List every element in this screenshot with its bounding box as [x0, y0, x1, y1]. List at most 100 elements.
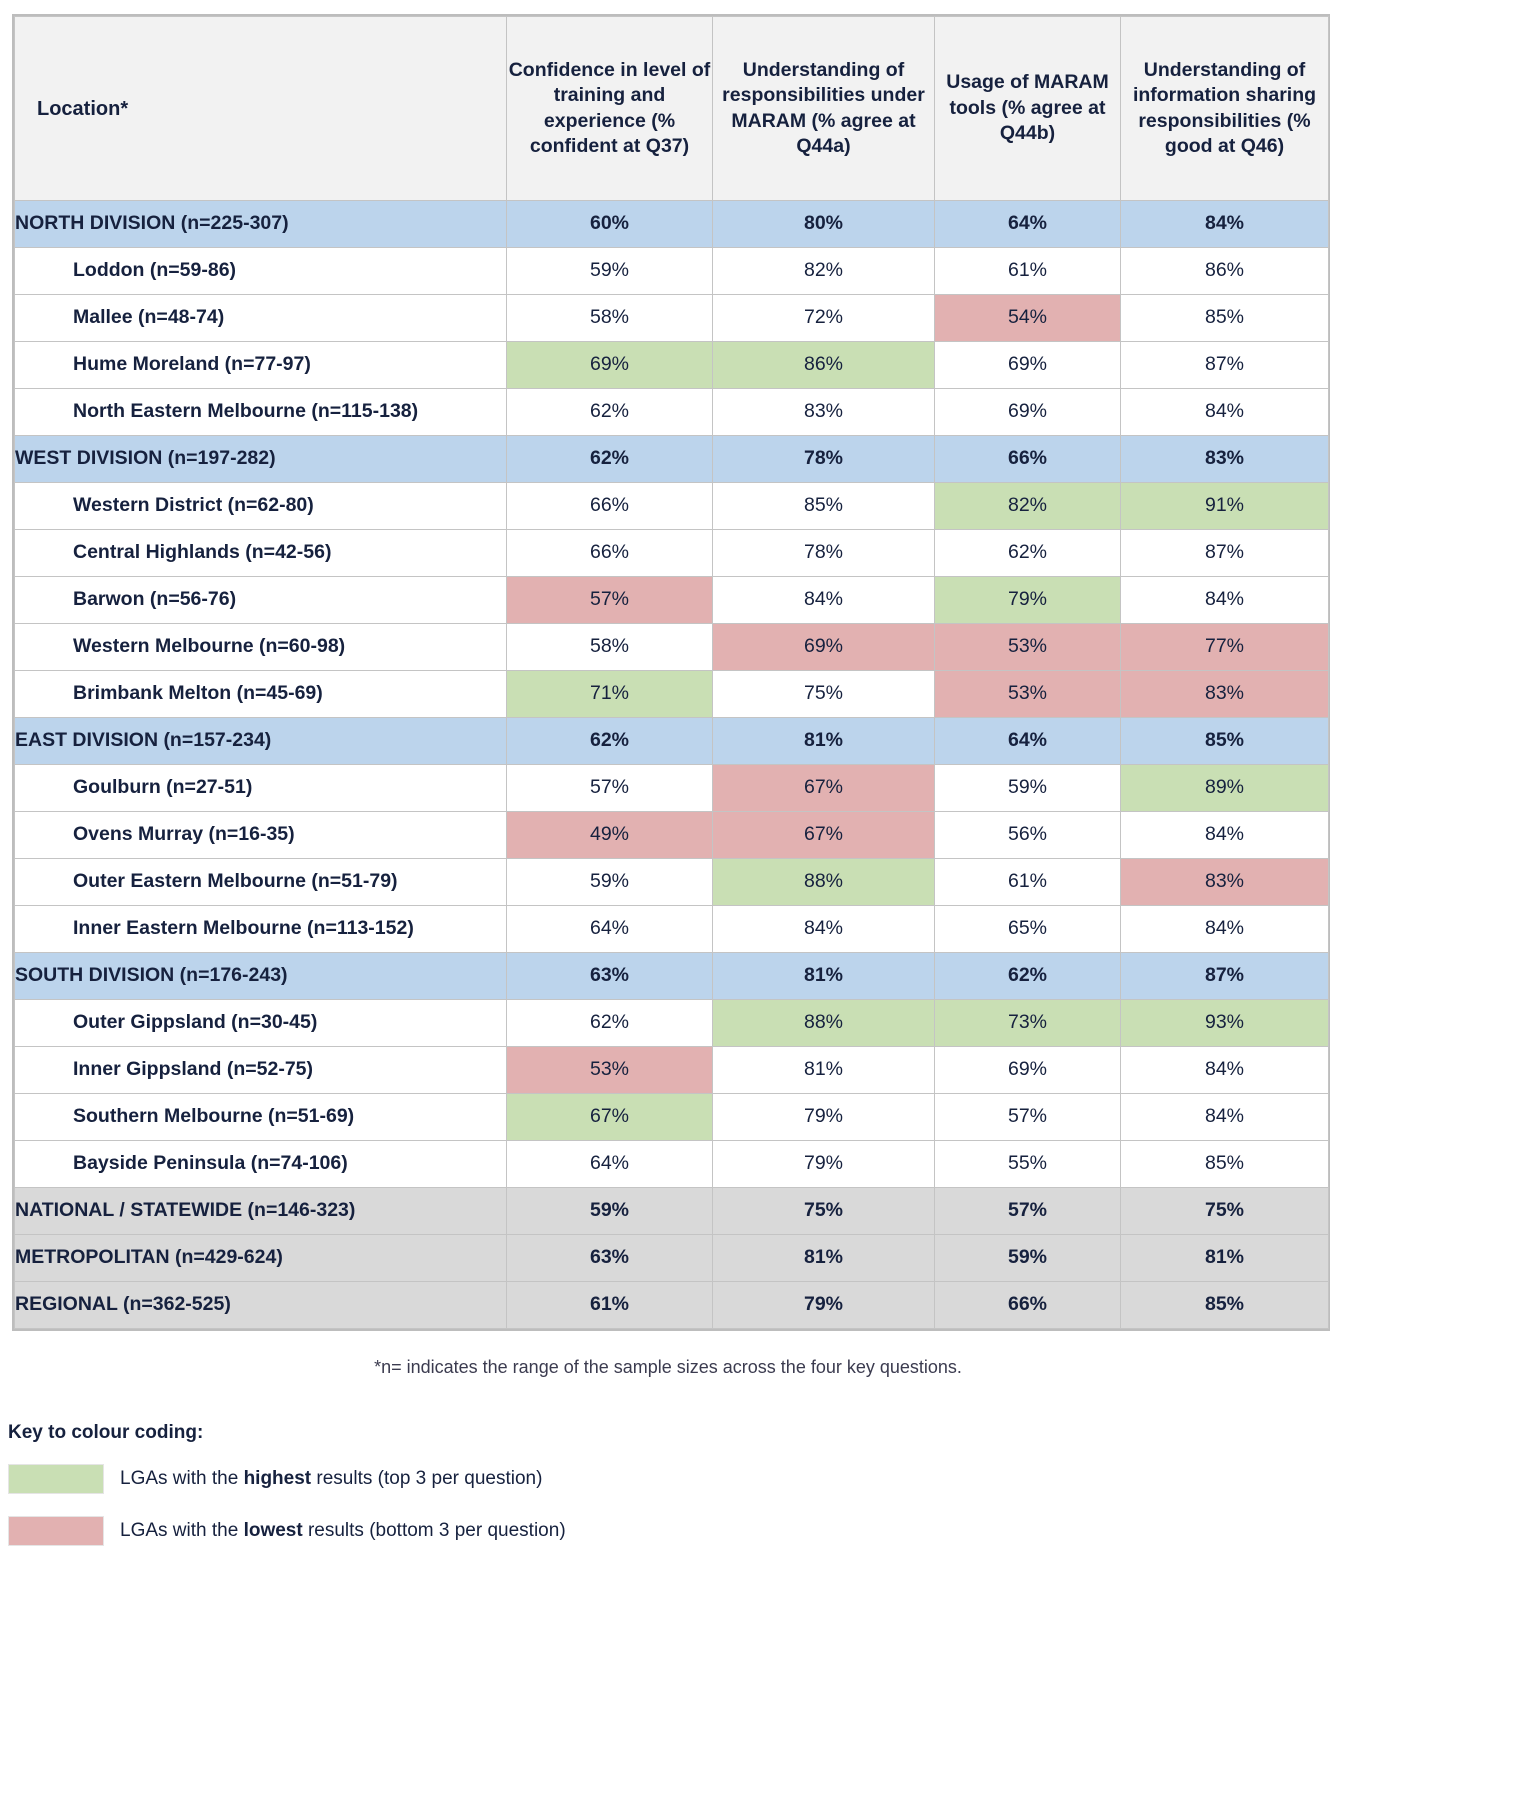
table-row: Inner Gippsland (n=52-75) 53% 81% 69% 84% — [14, 1046, 1329, 1094]
legend-label-lowest: LGAs with the lowest results (bottom 3 p… — [120, 1520, 566, 1542]
row-value-cell: 79% — [712, 1281, 935, 1329]
table-row: REGIONAL (n=362-525) 61% 79% 66% 85% — [14, 1281, 1329, 1329]
row-value-cell: 83% — [1120, 670, 1329, 718]
row-location-cell: REGIONAL (n=362-525) — [14, 1281, 507, 1329]
row-location-cell: Hume Moreland (n=77-97) — [14, 341, 507, 389]
row-value-cell: 72% — [712, 294, 935, 342]
table-row: North Eastern Melbourne (n=115-138) 62% 83… — [14, 388, 1329, 436]
row-value-cell: 71% — [506, 670, 713, 718]
table-row: Outer Eastern Melbourne (n=51-79) 59% 88% 6… — [14, 858, 1329, 906]
row-value-cell: 62% — [934, 952, 1121, 1000]
row-value-cell: 84% — [1120, 1093, 1329, 1141]
row-value-cell: 81% — [712, 1234, 935, 1282]
row-value-cell: 62% — [506, 388, 713, 436]
row-value-cell: 84% — [712, 905, 935, 953]
row-location-cell: SOUTH DIVISION (n=176-243) — [14, 952, 507, 1000]
row-location-cell: Western District (n=62-80) — [14, 482, 507, 530]
row-value-cell: 59% — [506, 1187, 713, 1235]
row-value-cell: 49% — [506, 811, 713, 859]
row-value-cell: 55% — [934, 1140, 1121, 1188]
row-value-cell: 85% — [712, 482, 935, 530]
row-location-cell: Inner Gippsland (n=52-75) — [14, 1046, 507, 1094]
row-value-cell: 86% — [712, 341, 935, 389]
row-value-cell: 75% — [712, 670, 935, 718]
row-value-cell: 57% — [934, 1187, 1121, 1235]
column-header-confidence: Confidence in level of training and expe… — [506, 16, 713, 201]
row-value-cell: 75% — [712, 1187, 935, 1235]
table-row: Brimbank Melton (n=45-69) 71% 75% 53% 83% — [14, 670, 1329, 718]
row-value-cell: 78% — [712, 529, 935, 577]
row-location-cell: EAST DIVISION (n=157-234) — [14, 717, 507, 765]
row-value-cell: 75% — [1120, 1187, 1329, 1235]
table-row: Ovens Murray (n=16-35) 49% 67% 56% 84% — [14, 811, 1329, 859]
row-value-cell: 73% — [934, 999, 1121, 1047]
table-row: Outer Gippsland (n=30-45) 62% 88% 73% 93% — [14, 999, 1329, 1047]
table-row: EAST DIVISION (n=157-234) 62% 81% 64% 85% — [14, 717, 1329, 765]
row-value-cell: 89% — [1120, 764, 1329, 812]
row-value-cell: 69% — [934, 388, 1121, 436]
row-value-cell: 85% — [1120, 1140, 1329, 1188]
table-row: METROPOLITAN (n=429-624) 63% 81% 59% 81% — [14, 1234, 1329, 1282]
row-value-cell: 84% — [1120, 1046, 1329, 1094]
row-location-cell: Bayside Peninsula (n=74-106) — [14, 1140, 507, 1188]
row-value-cell: 61% — [934, 247, 1121, 295]
column-header-info-sharing: Understanding of information sharing res… — [1120, 16, 1329, 201]
row-location-cell: Brimbank Melton (n=45-69) — [14, 670, 507, 718]
row-value-cell: 87% — [1120, 529, 1329, 577]
row-value-cell: 59% — [506, 858, 713, 906]
row-value-cell: 53% — [934, 623, 1121, 671]
table-row: Central Highlands (n=42-56) 66% 78% 62% 87% — [14, 529, 1329, 577]
row-value-cell: 69% — [506, 341, 713, 389]
table-row: Southern Melbourne (n=51-69) 67% 79% 57% 84% — [14, 1093, 1329, 1141]
colour-key-title: Key to colour coding: — [8, 1422, 204, 1443]
row-value-cell: 67% — [712, 811, 935, 859]
row-value-cell: 88% — [712, 858, 935, 906]
row-location-cell: Loddon (n=59-86) — [14, 247, 507, 295]
legend-item-highest: LGAs with the highest results (top 3 per… — [8, 1464, 1536, 1494]
row-value-cell: 84% — [1120, 811, 1329, 859]
row-value-cell: 66% — [506, 482, 713, 530]
row-value-cell: 83% — [712, 388, 935, 436]
row-value-cell: 66% — [934, 1281, 1121, 1329]
row-value-cell: 63% — [506, 952, 713, 1000]
row-value-cell: 62% — [506, 999, 713, 1047]
row-value-cell: 58% — [506, 294, 713, 342]
row-location-cell: Outer Gippsland (n=30-45) — [14, 999, 507, 1047]
column-header-responsibilities: Understanding of responsibilities under … — [712, 16, 935, 201]
row-location-cell: Western Melbourne (n=60-98) — [14, 623, 507, 671]
legend-lowest-prefix: LGAs with the — [120, 1520, 244, 1541]
row-location-cell: Goulburn (n=27-51) — [14, 764, 507, 812]
row-value-cell: 84% — [1120, 200, 1329, 248]
row-value-cell: 81% — [712, 717, 935, 765]
table-row: Bayside Peninsula (n=74-106) 64% 79% 55% 85% — [14, 1140, 1329, 1188]
row-value-cell: 84% — [1120, 576, 1329, 624]
row-value-cell: 57% — [934, 1093, 1121, 1141]
row-value-cell: 61% — [934, 858, 1121, 906]
legend-swatch-highest-icon — [8, 1464, 104, 1494]
table-row: Mallee (n=48-74) 58% 72% 54% 85% — [14, 294, 1329, 342]
table-row: NORTH DIVISION (n=225-307) 60% 80% 64% 84% — [14, 200, 1329, 248]
row-location-cell: Inner Eastern Melbourne (n=113-152) — [14, 905, 507, 953]
column-header-location: Location* — [14, 16, 507, 201]
row-value-cell: 69% — [934, 1046, 1121, 1094]
row-value-cell: 83% — [1120, 858, 1329, 906]
row-value-cell: 85% — [1120, 717, 1329, 765]
row-value-cell: 84% — [712, 576, 935, 624]
row-value-cell: 80% — [712, 200, 935, 248]
row-value-cell: 91% — [1120, 482, 1329, 530]
row-location-cell: NORTH DIVISION (n=225-307) — [14, 200, 507, 248]
row-value-cell: 79% — [712, 1093, 935, 1141]
maram-results-table: Location* Confidence in level of trainin… — [14, 16, 1329, 1329]
row-value-cell: 83% — [1120, 435, 1329, 483]
row-value-cell: 54% — [934, 294, 1121, 342]
column-header-tools-usage: Usage of MARAM tools (% agree at Q44b) — [934, 16, 1121, 201]
row-value-cell: 61% — [506, 1281, 713, 1329]
row-value-cell: 86% — [1120, 247, 1329, 295]
table-footnote: *n= indicates the range of the sample si… — [374, 1357, 962, 1377]
row-value-cell: 53% — [506, 1046, 713, 1094]
row-value-cell: 82% — [934, 482, 1121, 530]
row-location-cell: METROPOLITAN (n=429-624) — [14, 1234, 507, 1282]
table-row: Barwon (n=56-76) 57% 84% 79% 84% — [14, 576, 1329, 624]
row-value-cell: 63% — [506, 1234, 713, 1282]
table-header: Location* Confidence in level of trainin… — [14, 16, 1329, 201]
